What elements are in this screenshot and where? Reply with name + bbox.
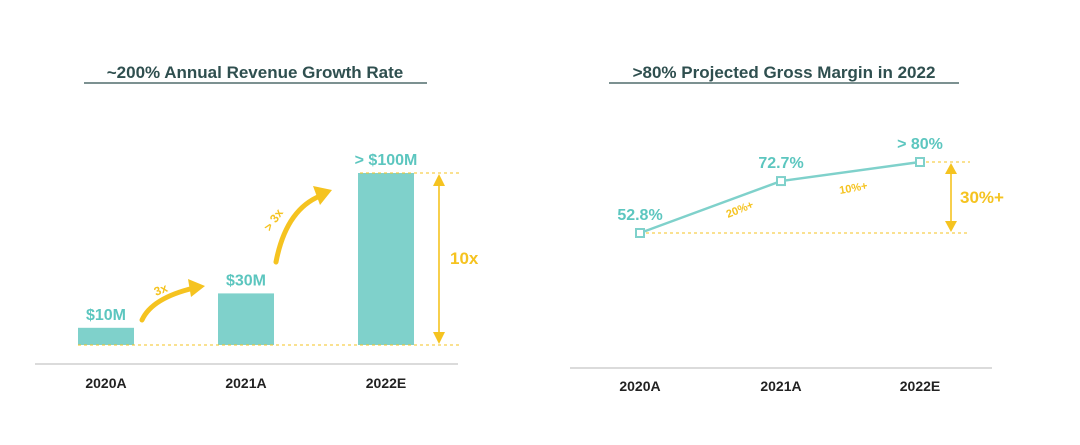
- margin-value-label: > 80%: [897, 136, 943, 153]
- revenue-bar-2022E: [358, 173, 414, 345]
- growth-arrow-1-head: [188, 279, 205, 297]
- growth-arrow-2: [273, 193, 323, 265]
- segment-label-1: 20%+: [725, 199, 756, 221]
- margin-chart-title: >80% Projected Gross Margin in 2022: [633, 63, 936, 82]
- margin-value-label: 52.8%: [617, 207, 662, 224]
- margin-30-label: 30%+: [960, 188, 1004, 207]
- revenue-bar-2021A: [218, 293, 274, 345]
- growth-label-2: > 3x: [261, 206, 286, 234]
- margin-chart: >80% Projected Gross Margin in 2022 30%+…: [570, 63, 1004, 394]
- revenue-chart-title: ~200% Annual Revenue Growth Rate: [107, 63, 403, 82]
- revenue-x-tick: 2020A: [85, 375, 126, 391]
- margin-point-2021A: [776, 176, 786, 187]
- revenue-value-label: > $100M: [355, 152, 418, 169]
- margin-value-label: 72.7%: [758, 155, 803, 172]
- segment-label-2: 10%+: [838, 180, 868, 197]
- growth-arrow-1: [139, 285, 197, 323]
- revenue-value-label: $10M: [86, 307, 126, 324]
- margin-x-tick: 2020A: [619, 378, 660, 394]
- margin-30-arrow-top: [945, 163, 957, 174]
- margin-30-arrow-bottom: [945, 221, 957, 232]
- revenue-x-tick: 2022E: [366, 375, 406, 391]
- revenue-10x-label: 10x: [450, 249, 479, 268]
- revenue-10x-arrow-bottom: [433, 332, 445, 344]
- margin-point-2020A: [635, 228, 645, 238]
- revenue-bar-2020A: [78, 327, 134, 345]
- revenue-chart: ~200% Annual Revenue Growth Rate $10M $30…: [35, 63, 479, 391]
- revenue-x-tick: 2021A: [225, 375, 266, 391]
- margin-x-tick: 2022E: [900, 378, 940, 394]
- margin-line: [639, 160, 921, 235]
- revenue-10x-arrow-top: [433, 174, 445, 186]
- growth-arrow-2-head: [313, 186, 332, 205]
- growth-label-1: 3x: [152, 281, 170, 299]
- margin-point-2022E: [915, 157, 925, 167]
- margin-x-tick: 2021A: [760, 378, 801, 394]
- revenue-value-label: $30M: [226, 272, 266, 289]
